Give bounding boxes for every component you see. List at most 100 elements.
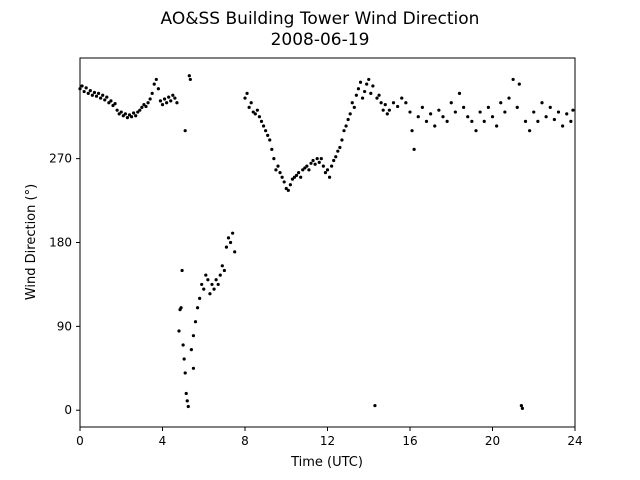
data-point — [127, 113, 132, 117]
data-point — [188, 77, 192, 82]
data-point — [189, 348, 193, 352]
data-point — [495, 124, 499, 128]
x-tick-label: 12 — [320, 434, 335, 448]
data-point — [346, 117, 350, 122]
data-point — [206, 278, 210, 282]
data-point — [350, 101, 354, 105]
data-point — [288, 183, 292, 187]
data-point — [94, 94, 99, 98]
data-point — [84, 86, 88, 90]
data-point — [383, 102, 387, 107]
data-point — [373, 403, 377, 408]
data-point — [92, 90, 97, 95]
data-point — [264, 129, 268, 133]
data-point — [507, 96, 511, 100]
data-point — [268, 138, 272, 142]
data-point — [272, 157, 276, 161]
data-point — [360, 96, 365, 100]
data-point — [257, 115, 262, 119]
data-point — [416, 115, 420, 119]
data-point — [280, 175, 284, 179]
data-point — [424, 119, 429, 123]
data-point — [134, 114, 138, 118]
data-point — [82, 89, 86, 94]
data-point — [336, 149, 340, 153]
data-point — [565, 112, 569, 116]
data-point — [103, 98, 107, 102]
data-point — [552, 117, 556, 122]
data-point — [101, 93, 105, 97]
data-point — [88, 89, 92, 93]
data-point — [556, 110, 561, 114]
data-point — [259, 119, 264, 123]
data-point — [517, 82, 521, 86]
data-point — [449, 101, 453, 105]
data-point — [158, 99, 163, 103]
data-point — [182, 357, 186, 361]
data-point — [371, 84, 375, 88]
data-point — [515, 105, 519, 109]
data-point — [369, 91, 373, 96]
data-point — [132, 111, 136, 115]
plot-frame — [79, 57, 576, 428]
y-tick-label: 90 — [57, 319, 72, 333]
data-point — [80, 84, 84, 88]
data-point — [400, 96, 404, 100]
data-point — [375, 96, 379, 100]
data-point — [171, 93, 175, 97]
data-point — [99, 96, 103, 100]
data-point — [315, 157, 319, 161]
data-point — [303, 166, 307, 170]
data-point — [129, 115, 134, 119]
data-point — [249, 101, 253, 105]
data-point — [321, 164, 325, 168]
data-point — [109, 99, 113, 103]
data-point — [445, 119, 449, 123]
data-point — [186, 404, 190, 409]
data-point — [233, 250, 237, 254]
data-point — [138, 108, 142, 112]
data-point — [140, 105, 144, 109]
data-point — [162, 97, 167, 101]
data-point — [540, 101, 544, 105]
data-point — [177, 329, 181, 333]
data-point — [385, 112, 389, 116]
data-point — [561, 124, 565, 128]
data-point — [204, 273, 208, 277]
data-point — [486, 105, 490, 109]
data-point — [334, 155, 338, 159]
data-point — [470, 119, 474, 123]
data-point — [181, 343, 185, 347]
data-point — [183, 371, 187, 375]
data-point — [429, 112, 433, 116]
data-point — [327, 175, 332, 179]
data-point — [125, 116, 130, 120]
data-point — [144, 104, 148, 109]
data-point — [180, 268, 184, 273]
data-point — [212, 287, 216, 291]
data-point — [294, 173, 299, 178]
data-point — [253, 112, 257, 116]
data-point — [536, 119, 540, 123]
data-point — [142, 102, 146, 107]
data-point — [154, 77, 158, 82]
data-point — [305, 164, 309, 168]
data-point — [156, 87, 160, 91]
data-point — [367, 77, 371, 82]
data-point — [548, 105, 552, 109]
data-point — [319, 157, 323, 161]
data-point — [113, 102, 117, 106]
data-point — [200, 282, 204, 287]
data-point — [107, 101, 111, 105]
data-point — [490, 115, 495, 119]
data-point — [218, 273, 222, 277]
data-point — [348, 112, 352, 116]
data-point — [457, 91, 462, 96]
data-point — [208, 292, 212, 296]
data-point — [332, 158, 336, 163]
data-point — [356, 87, 361, 91]
data-point — [544, 115, 548, 119]
data-point — [571, 108, 575, 112]
data-point — [136, 110, 140, 114]
data-point — [420, 105, 424, 109]
